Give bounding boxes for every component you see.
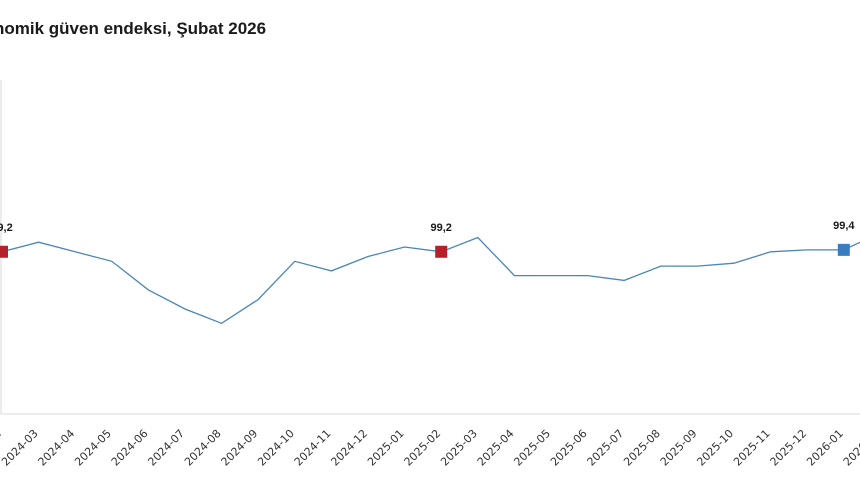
highlight-markers: 99,2 99,2 99,4 [0, 220, 855, 258]
data-label: 99,2 [430, 222, 451, 234]
x-tick-label: 2024-10 [255, 427, 297, 469]
x-tick-label: 2024-07 [145, 427, 187, 469]
series-line [1, 236, 860, 325]
chart-title: nomik güven endeksi, Şubat 2026 [0, 19, 267, 38]
x-tick-label: 2024-11 [292, 427, 334, 469]
x-tick-label: 2025-07 [585, 427, 627, 469]
x-tick-label: 2024-09 [219, 427, 261, 469]
x-tick-label: 2025-11 [731, 427, 773, 469]
x-tick-label: 2026-01 [804, 427, 846, 469]
x-tick-label: 2025-04 [475, 427, 517, 469]
x-tick-label: 2025-06 [548, 427, 590, 469]
x-tick-label: 2025-08 [621, 427, 663, 469]
highlight-marker [435, 245, 448, 258]
x-tick-label: 2024-04 [36, 427, 78, 469]
highlight-marker [837, 243, 850, 256]
x-tick-label: 2025-12 [768, 427, 810, 469]
x-tick-label: 2026-02 [841, 427, 860, 469]
x-tick-label: 2025-03 [438, 427, 480, 469]
highlight-marker [0, 245, 8, 258]
x-tick-labels: 2024-022024-032024-042024-052024-062024-… [0, 427, 860, 469]
x-tick-label: 2024-05 [72, 427, 114, 469]
x-tick-label: 2024-03 [0, 427, 41, 469]
data-label: 99,2 [0, 222, 13, 234]
x-tick-label: 2025-10 [694, 427, 736, 469]
x-tick-label: 2025-01 [365, 427, 407, 469]
x-tick-label: 2024-06 [109, 427, 151, 469]
x-tick-label: 2025-09 [658, 427, 700, 469]
x-tick-label: 2025-02 [402, 427, 444, 469]
x-tick-label: 2025-05 [511, 427, 553, 469]
x-tick-label: 2024-08 [182, 427, 224, 469]
data-label: 99,4 [833, 220, 855, 232]
x-tick-label: 2024-12 [328, 427, 370, 469]
